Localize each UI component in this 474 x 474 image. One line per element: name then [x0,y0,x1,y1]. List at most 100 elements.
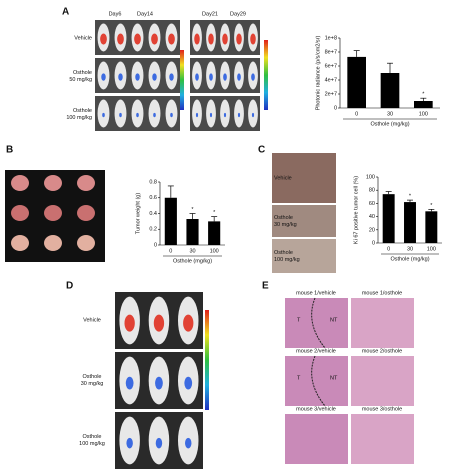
day-label: Day21 [202,11,218,17]
y-tick-label: 80 [369,188,375,194]
panel-label: C [258,145,265,156]
signal [169,73,174,81]
day-label: Day6 [109,11,122,17]
group-label: Vehicle [274,175,292,181]
x-tick-label: 0 [387,246,390,252]
boundary [311,355,326,407]
region-label: T [297,375,301,381]
signal [153,112,156,118]
signal [236,33,242,45]
group-label: 100 mg/kg [79,441,105,447]
signal [117,33,124,45]
signal [184,376,193,390]
y-tick-label: 0 [334,105,337,111]
group-label: Osthole [73,70,92,76]
y-tick-label: 0 [372,240,375,246]
bar [208,221,221,245]
signal [119,112,122,118]
tumor [11,175,29,191]
tumor [44,175,62,191]
region-label: T [297,317,301,323]
tumor [77,175,95,191]
signal [118,73,123,81]
y-tick-label: 0.2 [149,227,157,233]
signal [195,112,199,118]
signal [126,437,133,449]
signal [135,73,140,81]
group-label: 100 mg/kg [274,257,300,263]
image-title: mouse 2/vehicle [296,348,336,354]
he-image [351,298,414,348]
image-title: mouse 1/osthole [362,290,402,296]
group-label: Osthole [83,434,102,440]
y-tick-label: 2e+7 [325,91,337,97]
bar [347,56,366,108]
x-axis-label: Osthole (mg/kg) [390,256,429,262]
y-tick-label: 100 [366,174,375,180]
tumor [11,235,29,251]
signal [101,73,106,81]
group-label: Osthole [274,250,293,256]
signal [155,437,163,449]
day-label: Day29 [230,11,246,17]
y-tick-label: 0.6 [149,195,157,201]
x-tick-label: 100 [210,248,219,254]
group-label: 30 mg/kg [274,222,297,228]
y-axis-label: Tumor weight (g) [135,193,141,235]
y-tick-label: 0.4 [149,211,157,217]
signal [223,73,227,81]
signal [102,112,105,118]
x-tick-label: 30 [387,111,393,117]
image-title: mouse 3/osthole [362,406,402,412]
significance: * [191,207,194,213]
significance: * [213,210,216,216]
y-tick-label: 0.8 [149,179,157,185]
signal [134,33,141,45]
group-label: Osthole [274,215,293,221]
signal [183,314,194,332]
panel-label: E [262,281,269,292]
signal [223,112,227,118]
image-title: mouse 1/vehicle [296,290,336,296]
bar [404,202,416,243]
x-axis-label: Osthole (mg/kg) [173,258,212,264]
ihc-image [272,153,336,203]
he-image [285,414,348,464]
y-tick-label: 8e+7 [325,49,337,55]
x-tick-label: 0 [355,111,358,117]
region-label: NT [330,375,338,381]
panel-label: D [66,281,73,292]
y-tick-label: 20 [369,227,375,233]
x-tick-label: 30 [189,248,195,254]
tumor [44,205,62,221]
day-label: Day14 [137,11,153,17]
boundary [311,297,326,349]
signal [125,376,134,390]
panel-label: A [62,7,69,18]
signal [251,73,255,81]
y-tick-label: 60 [369,201,375,207]
significance: * [422,92,425,98]
he-image [285,356,348,406]
signal [195,73,199,81]
region-label: NT [330,317,338,323]
signal [209,112,213,118]
bar [380,73,400,108]
x-tick-label: 100 [427,246,436,252]
group-label: 30 mg/kg [81,381,104,387]
bar [425,211,438,243]
bar [186,219,199,245]
signal [194,33,200,45]
signal [168,33,175,45]
y-tick-label: 1e+8 [325,35,337,41]
signal [155,376,163,390]
signal [185,437,192,449]
he-image [285,298,348,348]
y-tick-label: 6e+7 [325,63,337,69]
x-axis-label: Osthole (mg/kg) [370,121,409,127]
signal [136,112,139,118]
x-tick-label: 0 [169,248,172,254]
bar [414,101,433,108]
image-title: mouse 3/vehicle [296,406,336,412]
